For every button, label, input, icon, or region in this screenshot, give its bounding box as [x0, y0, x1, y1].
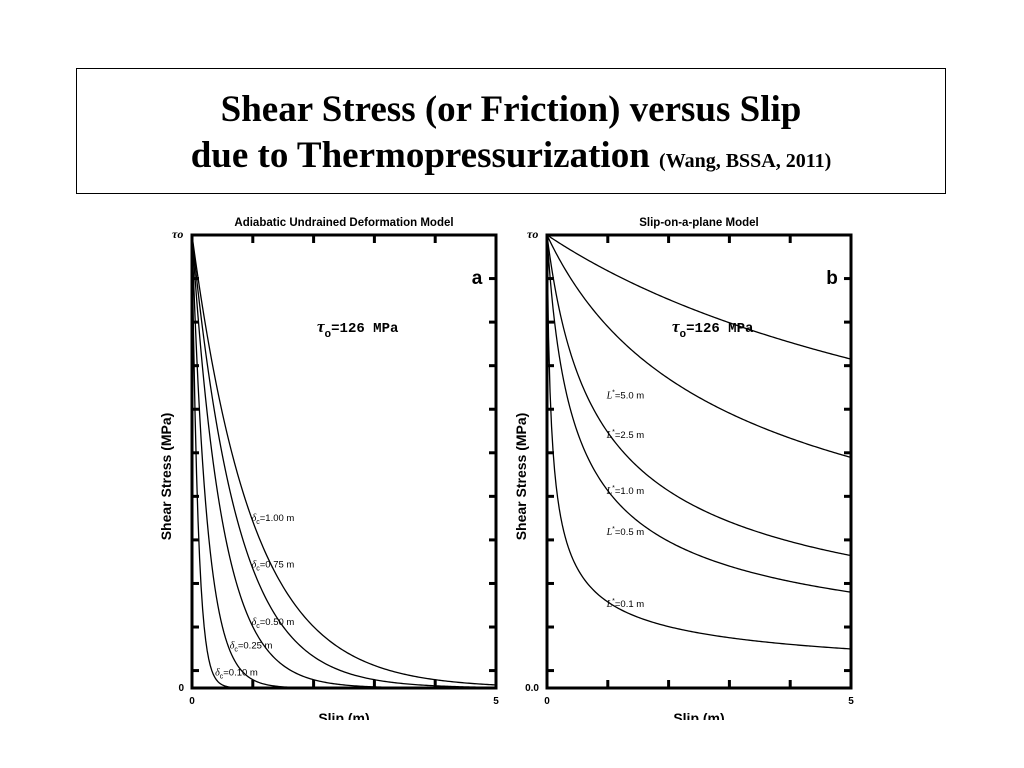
series-label-subscript: c: [256, 566, 260, 573]
y-axis-label: Shear Stress (MPa): [513, 413, 529, 541]
title-box: Shear Stress (or Friction) versus Slip d…: [76, 68, 946, 194]
x-tick-label: 0: [544, 696, 550, 707]
panel-letter: b: [826, 268, 838, 289]
series-label-text: =0.1 m: [615, 599, 644, 610]
tick-marks: [192, 235, 496, 688]
panel-letter: a: [472, 268, 483, 289]
series-label-subscript: c: [256, 519, 260, 526]
citation: (Wang, BSSA, 2011): [659, 150, 832, 172]
series-label: δc=0.50 m: [252, 617, 295, 630]
series-label-symbol: L: [606, 430, 613, 441]
slide-title: Shear Stress (or Friction) versus Slip: [220, 89, 802, 130]
tick-marks: [547, 235, 851, 688]
x-tick-label: 5: [848, 696, 854, 707]
plot-frame: [545, 233, 853, 690]
series-label: δc=1.00 m: [252, 513, 295, 526]
series-label-text: =0.75 m: [260, 560, 295, 571]
tau-symbol: τ: [317, 317, 325, 336]
series-line: [546, 234, 852, 557]
tau-subscript: o: [680, 329, 687, 341]
tau-annotation: τo=126 MPa: [672, 317, 754, 341]
y-tick-label: 0.0: [525, 683, 539, 694]
series-label-subscript: c: [234, 646, 238, 653]
series-label-text: =5.0 m: [615, 391, 644, 402]
series-label-symbol: δ: [252, 617, 257, 628]
tau-value: =126 MPa: [686, 321, 754, 337]
series-label: L*=5.0 m: [606, 390, 645, 402]
series-label-subscript: *: [612, 485, 615, 492]
series-line: [546, 234, 852, 650]
chart-panel-b: Slip-on-a-plane Model 0 5 0.0 τo Slip (m) Shea…: [513, 217, 854, 720]
series-label-symbol: δ: [230, 640, 235, 651]
series-line: [191, 234, 497, 689]
panel-title: Adiabatic Undrained Deformation Model: [234, 217, 453, 229]
series-label-subscript: *: [612, 429, 615, 436]
series-label: L*=0.5 m: [606, 526, 645, 538]
series-line: [191, 234, 496, 689]
series-label-subscript: *: [612, 526, 615, 533]
series-line: [191, 234, 496, 689]
series-label-text: =2.5 m: [615, 430, 644, 441]
x-axis-label: Slip (m): [318, 710, 369, 720]
series-label-text: =1.00 m: [260, 513, 295, 524]
series-label-symbol: δ: [215, 667, 220, 678]
tau-annotation: τo=126 MPa: [317, 317, 399, 341]
series-label-symbol: δ: [252, 513, 257, 524]
series-line: [546, 234, 852, 360]
series-line: [191, 234, 497, 686]
series-label-text: =0.50 m: [260, 617, 295, 628]
series-label: L*=0.1 m: [606, 598, 645, 610]
series-label-symbol: L: [606, 391, 613, 402]
plot-frame: [190, 233, 498, 690]
y-axis-label: Shear Stress (MPa): [158, 413, 174, 541]
x-axis-label: Slip (m): [673, 710, 724, 720]
tau-value: =126 MPa: [331, 321, 399, 337]
series-label: L*=2.5 m: [606, 429, 645, 441]
series-label-text: =0.5 m: [615, 527, 644, 538]
panel-title: Slip-on-a-plane Model: [639, 217, 758, 229]
series-label-subscript: *: [612, 390, 615, 397]
series-line: [546, 234, 852, 459]
x-tick-label: 5: [493, 696, 499, 707]
series-label-symbol: L: [606, 527, 613, 538]
chart-panel-a: Adiabatic Undrained Deformation Model 0 5 0…: [158, 217, 499, 720]
series-label-symbol: δ: [252, 560, 257, 571]
series-label-subscript: *: [612, 598, 615, 605]
y-tick-label: τo: [527, 227, 538, 241]
slide-subtitle: due to Thermopressurization (Wang, BSSA,…: [77, 133, 945, 184]
series-label-symbol: L: [606, 599, 613, 610]
series-label: δc=0.75 m: [252, 560, 295, 573]
series-line: [546, 234, 852, 593]
y-tick-label: τo: [172, 227, 183, 241]
series-label: δc=0.25 m: [230, 640, 273, 653]
subtitle-text: due to Thermopressurization: [190, 135, 650, 176]
tau-symbol: τ: [672, 317, 680, 336]
tau-subscript: o: [325, 329, 332, 341]
series-label: δc=0.10 m: [215, 667, 258, 680]
series-label-text: =1.0 m: [615, 486, 644, 497]
x-tick-label: 0: [189, 696, 195, 707]
series-line: [191, 234, 496, 689]
series-label-text: =0.10 m: [223, 667, 258, 678]
y-tick-label: 0: [178, 683, 184, 694]
series-label-subscript: c: [256, 623, 260, 630]
series-label-text: =0.25 m: [238, 640, 273, 651]
series-label-subscript: c: [220, 673, 224, 680]
